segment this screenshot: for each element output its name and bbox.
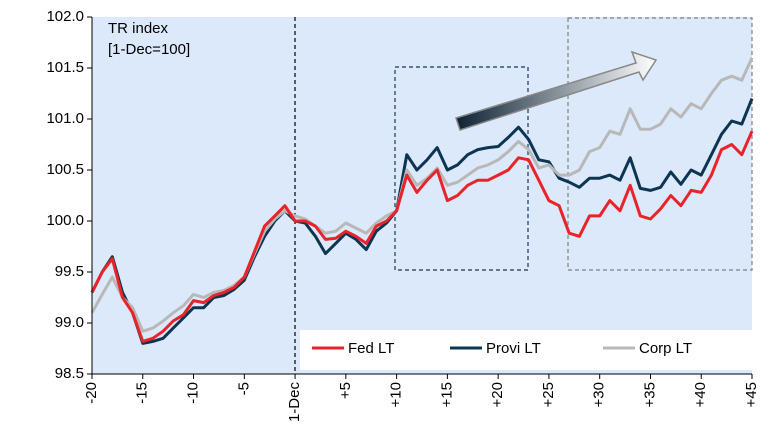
- x-tick-label: +35: [641, 382, 658, 407]
- x-tick-label: +10: [388, 382, 405, 407]
- legend-label: Fed LT: [348, 340, 394, 357]
- x-tick-label: -10: [185, 382, 202, 404]
- y-tick-label: 101.0: [46, 110, 84, 127]
- x-tick-label: +30: [591, 382, 608, 407]
- y-tick-label: 100.0: [46, 212, 84, 229]
- x-tick-label: +45: [743, 382, 760, 407]
- series-line: [90, 57, 754, 333]
- series-line: [90, 130, 754, 343]
- x-tick-label: +15: [438, 382, 455, 407]
- x-tick-label: -20: [83, 382, 100, 404]
- x-tick-label: +40: [692, 382, 709, 407]
- legend: [300, 330, 752, 370]
- y-tick-label: 99.0: [55, 314, 84, 331]
- trend-arrow: [455, 50, 658, 131]
- series-line: [90, 98, 754, 345]
- legend-label: Corp LT: [639, 340, 692, 357]
- x-tick-label: -15: [134, 382, 151, 404]
- y-tick-label: 98.5: [55, 365, 84, 382]
- x-tick-label: +20: [489, 382, 506, 407]
- y-tick-label: 102.0: [46, 8, 84, 25]
- ticks: 98.5 99.0 99.5 100.0 100.5 101.0 101.5 102.0 -20…: [46, 8, 760, 422]
- x-tick-label: -5: [235, 382, 252, 395]
- plot-area: [92, 17, 752, 374]
- annotation: TR index: [108, 20, 169, 37]
- legend-items: Fed LT Provi LT Corp LT: [312, 340, 692, 357]
- annotation: [1-Dec=100]: [108, 41, 190, 58]
- y-tick-label: 101.5: [46, 59, 84, 76]
- legend-label: Provi LT: [486, 340, 541, 357]
- series-group: [90, 57, 754, 345]
- y-tick-label: 99.5: [55, 263, 84, 280]
- x-tick-label: +5: [337, 382, 354, 399]
- highlight-box: [567, 17, 753, 271]
- y-tick-label: 100.5: [46, 161, 84, 178]
- highlight-box: [394, 66, 529, 271]
- x-tick-label: +25: [540, 382, 557, 407]
- x-tick-label: 1-Dec: [286, 382, 303, 423]
